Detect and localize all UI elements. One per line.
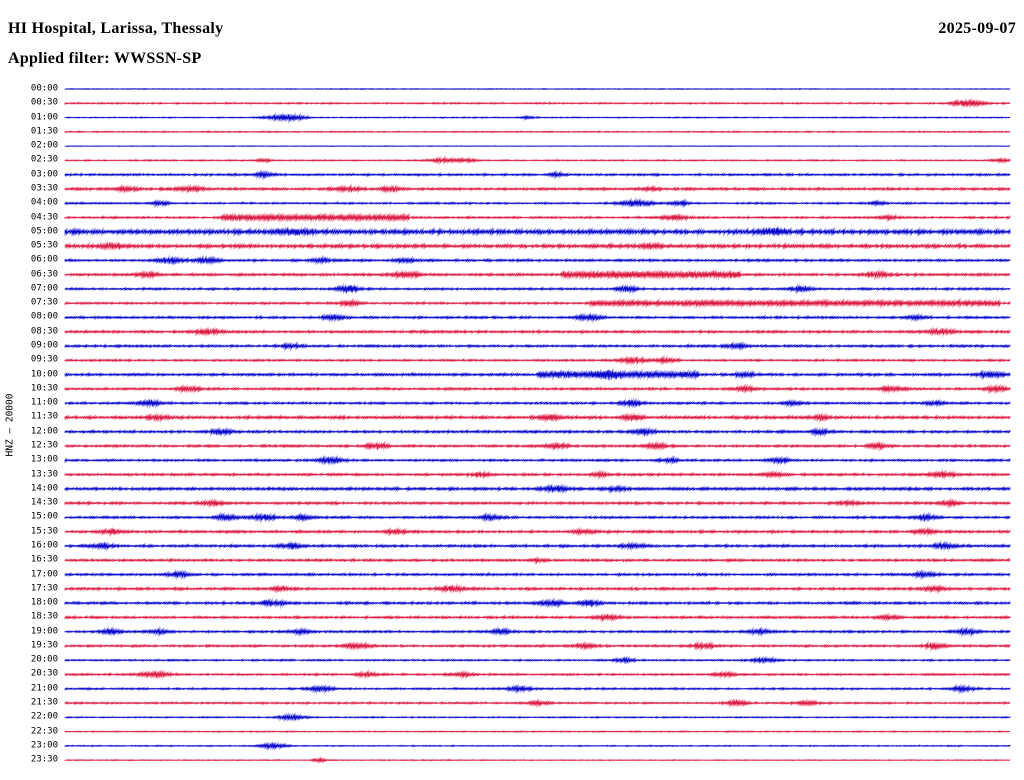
time-label: 06:30 [30, 269, 58, 280]
time-label: 23:30 [30, 754, 58, 765]
time-label: 10:00 [30, 369, 58, 380]
station-title: HI Hospital, Larissa, Thessaly [8, 20, 224, 37]
time-label: 02:30 [30, 154, 58, 165]
time-label: 18:00 [30, 597, 58, 608]
time-label: 17:00 [30, 569, 58, 580]
time-label: 21:00 [30, 683, 58, 694]
time-label: 15:30 [30, 526, 58, 537]
time-label: 22:30 [30, 726, 58, 737]
time-label: 09:30 [30, 354, 58, 365]
time-label: 22:00 [30, 711, 58, 722]
time-label: 20:30 [30, 668, 58, 679]
time-label: 23:00 [30, 740, 58, 751]
time-label: 01:30 [30, 126, 58, 137]
time-label: 19:30 [30, 640, 58, 651]
time-label: 05:00 [30, 226, 58, 237]
time-label: 03:30 [30, 183, 58, 194]
time-label: 09:00 [30, 340, 58, 351]
time-label: 10:30 [30, 383, 58, 394]
time-label: 00:00 [30, 83, 58, 94]
time-label: 19:00 [30, 626, 58, 637]
time-label: 16:30 [30, 554, 58, 565]
time-label: 04:00 [30, 197, 58, 208]
time-label: 17:30 [30, 583, 58, 594]
filter-label: Applied filter: WWSSN-SP [8, 50, 202, 67]
time-label: 13:00 [30, 454, 58, 465]
time-label: 07:30 [30, 297, 58, 308]
time-label: 05:30 [30, 240, 58, 251]
time-label: 14:00 [30, 483, 58, 494]
time-label: 18:30 [30, 611, 58, 622]
time-label: 08:00 [30, 311, 58, 322]
time-label: 08:30 [30, 326, 58, 337]
time-label: 03:00 [30, 169, 58, 180]
time-label: 16:00 [30, 540, 58, 551]
time-label: 14:30 [30, 497, 58, 508]
time-label: 00:30 [30, 97, 58, 108]
time-axis: 00:00 00:30 01:00 01:30 02:00 02:30 03:00 03:30… [0, 0, 62, 780]
time-label: 20:00 [30, 654, 58, 665]
time-label: 02:00 [30, 140, 58, 151]
time-label: 21:30 [30, 697, 58, 708]
time-label: 01:00 [30, 112, 58, 123]
time-label: 11:00 [30, 397, 58, 408]
time-label: 06:00 [30, 254, 58, 265]
time-label: 07:00 [30, 283, 58, 294]
time-label: 15:00 [30, 511, 58, 522]
time-label: 13:30 [30, 469, 58, 480]
time-label: 04:30 [30, 212, 58, 223]
record-date: 2025-09-07 [938, 20, 1016, 37]
time-label: 12:00 [30, 426, 58, 437]
time-label: 11:30 [30, 411, 58, 422]
time-label: 12:30 [30, 440, 58, 451]
